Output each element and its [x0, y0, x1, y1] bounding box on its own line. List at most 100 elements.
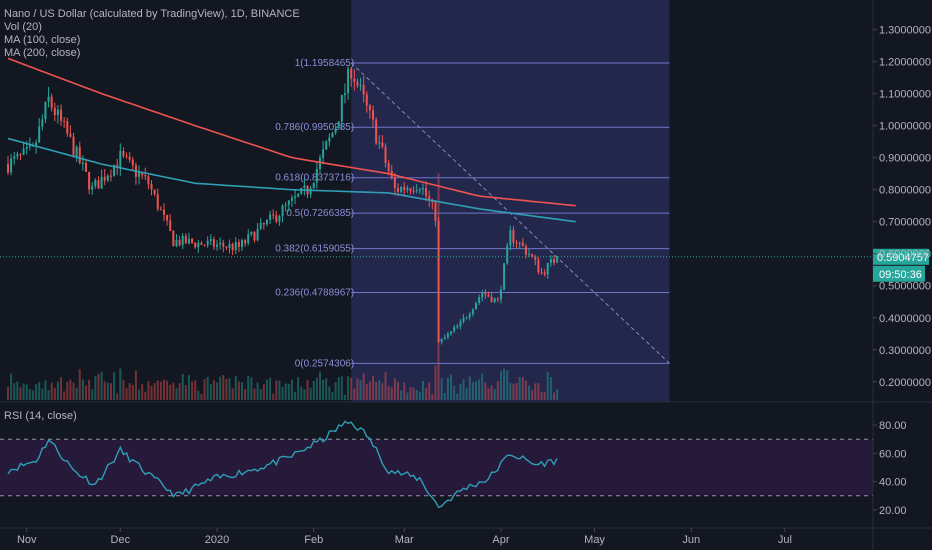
candle-body [131, 159, 134, 166]
candle-body [256, 228, 259, 241]
candle-body [456, 325, 459, 328]
candle-body [465, 317, 468, 319]
volume-bar [537, 383, 540, 400]
candle-body [353, 78, 356, 82]
candle-body [462, 317, 465, 322]
candle-body [484, 292, 487, 295]
volume-bar [400, 390, 403, 400]
volume-bar [515, 382, 518, 400]
volume-bar [7, 386, 9, 400]
fib-shade [351, 0, 670, 402]
candle-body [44, 102, 47, 120]
volume-bar [543, 391, 546, 400]
volume-bar [97, 373, 100, 400]
candle-body [50, 96, 53, 108]
volume-bar [347, 376, 350, 400]
volume-bar [528, 385, 531, 400]
candle-body [546, 262, 549, 275]
candle-body [175, 239, 178, 247]
y-tick-label: 0.7000000 [879, 217, 931, 229]
volume-bar [325, 378, 328, 400]
candle-body [85, 162, 87, 172]
volume-bar [13, 383, 16, 400]
candle-body [125, 155, 128, 157]
volume-bar [512, 383, 515, 400]
candle-body [446, 333, 449, 338]
candle-body [537, 259, 540, 273]
volume-bar [122, 379, 125, 400]
rsi-band [0, 439, 873, 496]
y-tick-label: 1.0000000 [879, 121, 931, 133]
candle-body [325, 141, 328, 150]
candle-body [434, 202, 437, 221]
candle-body [481, 292, 484, 298]
volume-bar [506, 370, 509, 400]
candle-body [549, 259, 552, 263]
volume-bar [265, 379, 268, 400]
volume-bar [322, 379, 325, 400]
volume-bar [493, 388, 496, 400]
volume-bar [259, 388, 262, 400]
volume-bar [28, 389, 31, 400]
candle-body [521, 242, 524, 246]
y-tick-label: 0.2000000 [879, 377, 931, 389]
candle-body [169, 220, 172, 231]
y-tick-label: 0.5000000 [879, 281, 931, 293]
candle-body [231, 243, 234, 251]
volume-bars [7, 173, 559, 400]
volume-bar [225, 378, 228, 400]
volume-bar [216, 382, 219, 400]
volume-bar [290, 379, 293, 400]
candle-body [450, 331, 453, 334]
candle-body [138, 172, 141, 177]
volume-bar [294, 391, 297, 400]
candles [7, 66, 559, 345]
candle-body [387, 162, 390, 172]
candle-body [496, 298, 499, 300]
volume-bar [403, 382, 406, 400]
candle-body [41, 119, 44, 127]
candle-body [47, 96, 50, 103]
candle-body [328, 137, 331, 142]
rsi-tick-label: 80.00 [879, 420, 907, 432]
volume-bar [484, 382, 487, 400]
candle-body [172, 230, 175, 247]
candle-body [109, 175, 112, 177]
volume-bar [228, 378, 231, 400]
fib-level-label: 0.618(0.8373716) [275, 173, 354, 184]
volume-bar [453, 386, 456, 400]
candle-body [150, 184, 153, 190]
volume-bar [134, 370, 137, 400]
volume-bar [521, 376, 524, 400]
candle-body [553, 259, 555, 263]
candle-body [106, 175, 109, 181]
volume-bar [471, 382, 474, 400]
candle-body [350, 68, 353, 79]
last-price-tag [873, 248, 929, 265]
volume-bar [446, 377, 449, 400]
volume-bar [91, 389, 94, 400]
volume-bar [356, 378, 359, 400]
candle-body [7, 164, 9, 173]
volume-bar [159, 381, 162, 400]
candle-body [88, 171, 91, 190]
volume-bar [209, 383, 212, 400]
candle-body [63, 120, 66, 122]
volume-bar [60, 377, 63, 400]
volume-bar [462, 379, 465, 400]
volume-bar [319, 371, 321, 400]
volume-bar [503, 368, 506, 400]
volume-bar [375, 381, 378, 400]
volume-bar [378, 380, 381, 400]
candle-body [287, 200, 290, 205]
candle-body [75, 147, 78, 157]
ma200-line [7, 137, 576, 223]
volume-bar [425, 387, 428, 400]
countdown-label: 09:50:36 [879, 269, 922, 281]
candle-body [35, 142, 38, 146]
volume-bar [481, 373, 484, 400]
volume-bar [250, 377, 253, 400]
volume-bar [206, 376, 209, 400]
fib-level-label: 0.236(0.4788967) [275, 287, 354, 298]
